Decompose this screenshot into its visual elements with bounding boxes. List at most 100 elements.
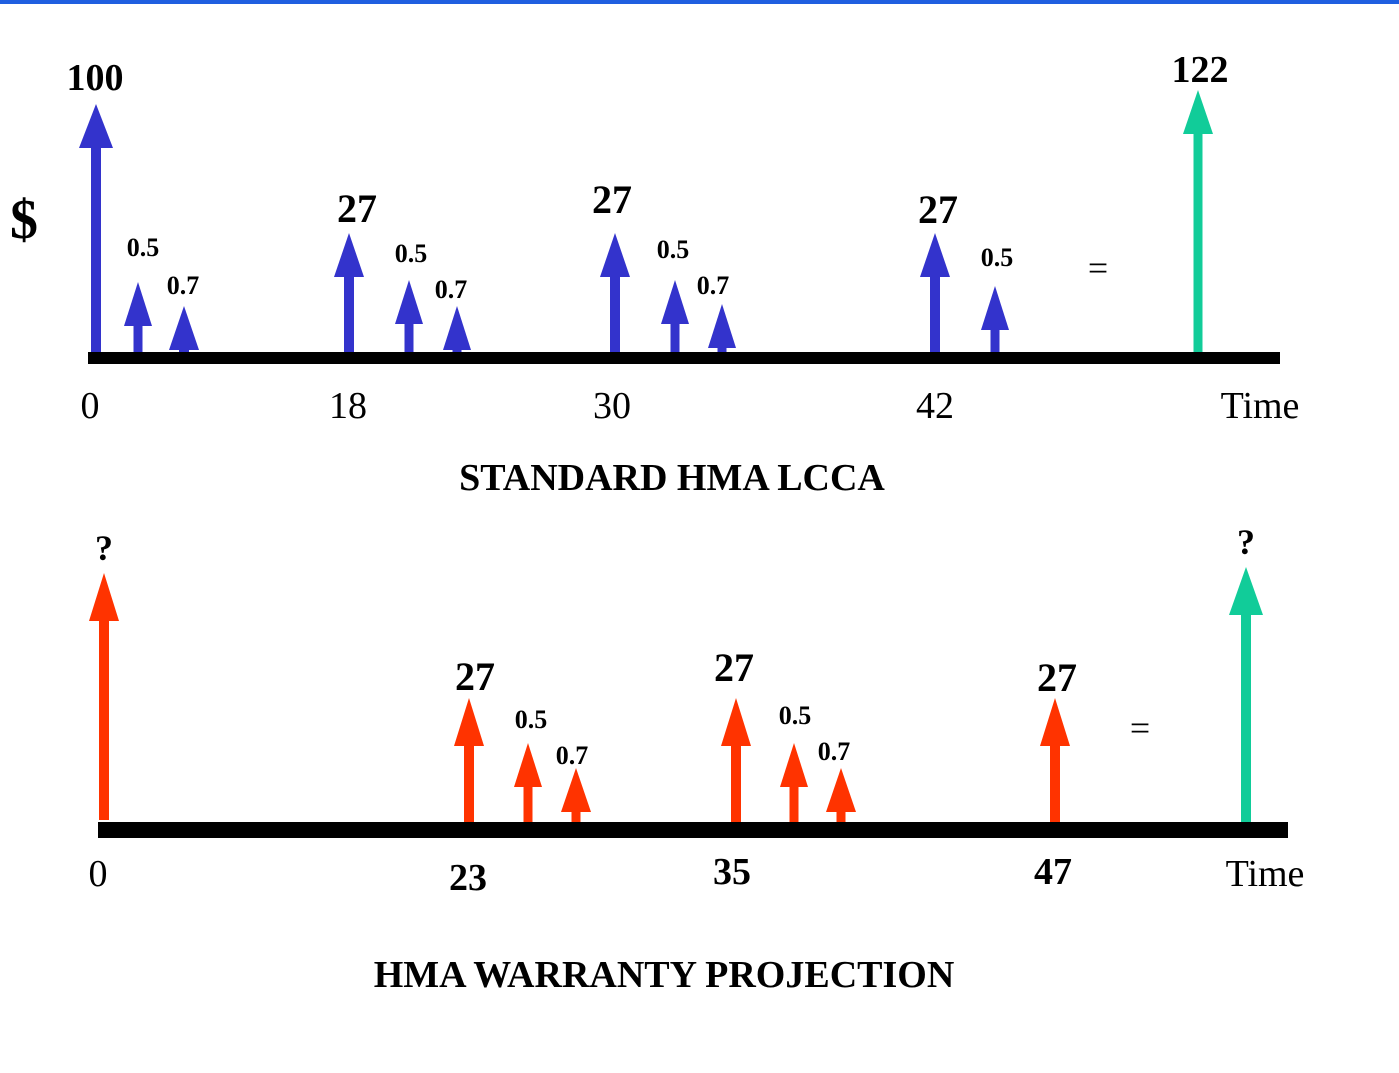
cash-flow-label: 27 [714, 645, 754, 690]
arrow-shaft [610, 275, 620, 352]
arrow-shaft [930, 275, 940, 352]
cash-flow-label: 27 [592, 177, 632, 222]
arrow-head [514, 743, 542, 787]
cash-flow-label: 27 [337, 186, 377, 231]
arrow-shaft [344, 275, 354, 352]
top-rule [0, 0, 1399, 4]
cash-flow-arrow [1040, 698, 1070, 822]
cash-flow-label: 0.5 [779, 701, 812, 730]
arrow-shaft [717, 346, 727, 352]
equals-sign: = [1130, 708, 1150, 748]
arrow-shaft [1050, 744, 1060, 822]
cash-flow-label: 0.5 [395, 239, 428, 268]
cash-flow-arrow [721, 698, 751, 822]
cash-flow-arrow [454, 698, 484, 822]
cash-flow-label: 0.5 [515, 705, 548, 734]
cash-flow-arrow [79, 104, 113, 352]
cash-flow-arrow [89, 573, 119, 820]
arrow-shaft [990, 328, 1000, 352]
arrow-shaft [731, 744, 741, 822]
arrow-shaft [91, 146, 101, 352]
diagram-title: STANDARD HMA LCCA [459, 457, 885, 499]
arrow-shaft [99, 619, 109, 820]
cash-flow-arrow [920, 233, 950, 352]
equals-sign: = [1088, 248, 1108, 288]
arrow-shaft [404, 322, 414, 352]
standard-diagram: $ 100 0.5 0.7 27 0.5 0.7 27 0.5 0.7 27 0… [10, 49, 1299, 499]
arrow-head [561, 768, 591, 812]
timeline-bar [88, 352, 1280, 364]
result-arrow [1229, 567, 1263, 822]
arrow-head [780, 743, 808, 787]
timeline-bar [98, 822, 1288, 838]
cash-flow-label: 27 [1037, 655, 1077, 700]
time-tick-label: 0 [81, 385, 100, 427]
arrow-head [1229, 567, 1263, 615]
arrow-head [661, 280, 689, 324]
dollar-symbol: $ [10, 189, 38, 251]
result-arrow [1183, 90, 1213, 352]
arrow-head [395, 280, 423, 324]
arrow-shaft [464, 744, 474, 822]
cash-flow-label: 0.5 [657, 235, 690, 264]
arrow-shaft [1241, 613, 1251, 822]
time-tick-label: 42 [916, 385, 954, 427]
cash-flow-arrow [443, 306, 471, 352]
arrow-shaft [1193, 132, 1203, 352]
arrow-shaft [789, 785, 799, 822]
arrow-head [721, 698, 751, 746]
arrow-head [334, 233, 364, 277]
diagram-title: HMA WARRANTY PROJECTION [374, 954, 955, 996]
cash-flow-arrow [561, 768, 591, 822]
arrow-head [124, 282, 152, 326]
time-tick-label: 23 [449, 857, 487, 899]
arrow-shaft [133, 324, 143, 352]
arrow-head [79, 104, 113, 148]
cash-flow-arrow [169, 306, 199, 352]
cash-flow-label: 100 [67, 57, 124, 99]
cash-flow-label: 0.7 [818, 737, 851, 766]
time-tick-label: 30 [593, 385, 631, 427]
arrow-head [981, 286, 1009, 330]
warranty-diagram: ? 27 0.5 0.7 27 0.5 0.7 27 ? = 0 23 35 4… [89, 522, 1305, 996]
cash-flow-label: 0.7 [167, 271, 200, 300]
cash-flow-arrow [600, 233, 630, 352]
time-axis-label: Time [1226, 853, 1305, 895]
cash-flow-label: 27 [918, 187, 958, 232]
time-tick-label: 47 [1034, 851, 1072, 893]
cash-flow-arrow [661, 280, 689, 352]
cash-flow-arrow [780, 743, 808, 822]
cash-flow-arrow [124, 282, 152, 352]
arrow-head [920, 233, 950, 277]
cash-flow-arrow [395, 280, 423, 352]
arrow-head [89, 573, 119, 621]
arrow-head [708, 304, 736, 348]
result-label: 122 [1172, 49, 1229, 91]
time-axis-label: Time [1221, 385, 1300, 427]
cash-flow-arrow [981, 286, 1009, 352]
cash-flow-arrow [514, 743, 542, 822]
time-tick-label: 35 [713, 851, 751, 893]
cash-flow-label: 0.7 [697, 271, 730, 300]
cash-flow-label: 27 [455, 654, 495, 699]
arrow-head [454, 698, 484, 746]
arrow-shaft [836, 810, 846, 822]
cash-flow-label: ? [95, 528, 113, 568]
arrow-head [443, 306, 471, 350]
arrow-shaft [571, 810, 581, 822]
arrow-head [1040, 698, 1070, 746]
cash-flow-arrow [826, 768, 856, 822]
cash-flow-arrow [708, 304, 736, 352]
cash-flow-label: 0.7 [556, 741, 589, 770]
cash-flow-label: 0.7 [435, 275, 468, 304]
arrow-head [1183, 90, 1213, 134]
cash-flow-arrow [334, 233, 364, 352]
arrow-shaft [670, 322, 680, 352]
time-tick-label: 0 [89, 853, 108, 895]
result-label: ? [1237, 522, 1255, 562]
cash-flow-label: 0.5 [981, 243, 1014, 272]
arrow-head [169, 306, 199, 350]
arrow-head [826, 768, 856, 812]
time-tick-label: 18 [329, 385, 367, 427]
